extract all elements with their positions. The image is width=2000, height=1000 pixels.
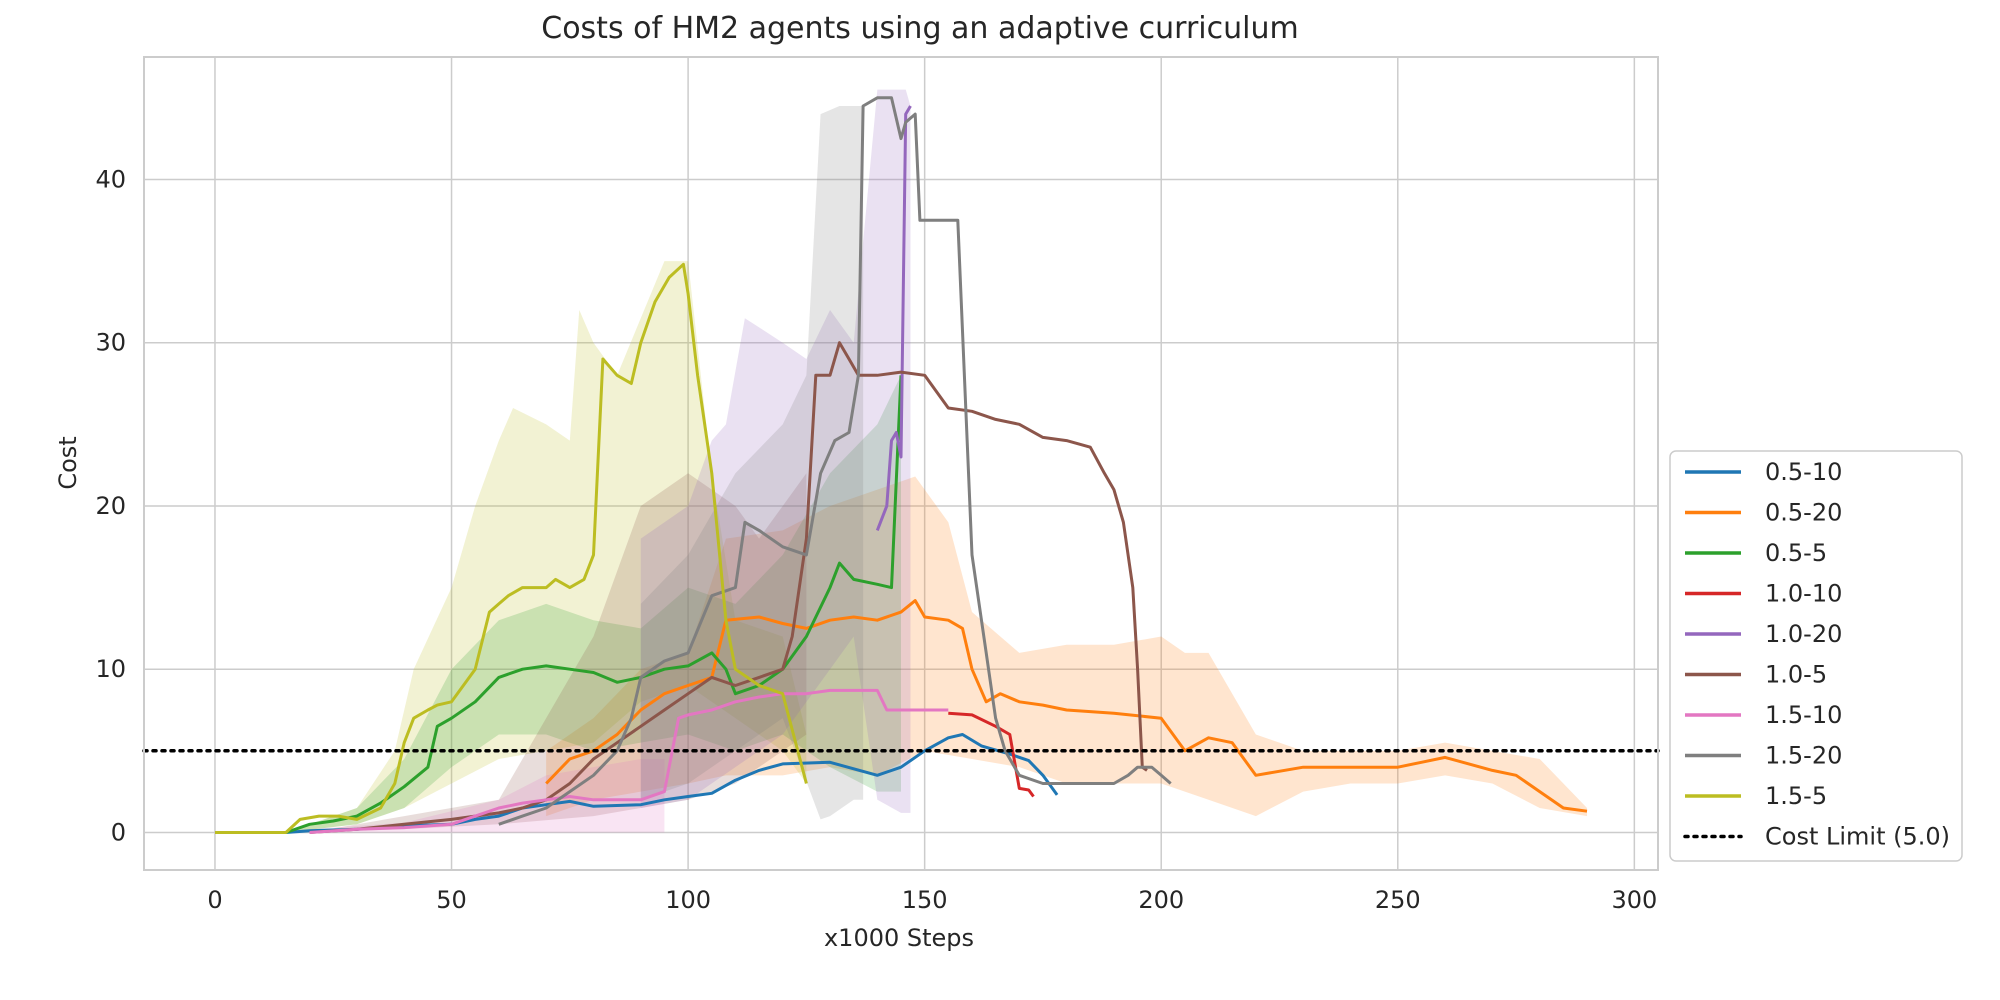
series-1-5-20 <box>498 96 1172 826</box>
grid-lines <box>144 57 1658 870</box>
band-1-0-20 <box>640 89 911 813</box>
confidence-bands <box>285 89 1588 833</box>
legend-label-1-5-10: 1.5-10 <box>1765 701 1842 729</box>
series-1-0-20 <box>875 105 912 531</box>
x-axis-label: x1000 Steps <box>824 924 974 952</box>
legend-box <box>1669 450 1963 862</box>
x-tick-label: 250 <box>1375 886 1421 914</box>
y-tick-label: 10 <box>95 655 126 683</box>
band-0-5-5 <box>285 375 901 833</box>
band-1-5-20 <box>640 105 864 820</box>
legend-label-1-0-20: 1.0-20 <box>1765 620 1842 648</box>
x-tick-label: 200 <box>1138 886 1184 914</box>
band-0-5-20 <box>546 476 1588 817</box>
plot-frame <box>143 56 1659 871</box>
legend: 0.5-10 0.5-20 0.5-5 1.0-10 1.0-20 1.0-5 1.5-10… <box>1669 450 1963 862</box>
y-tick-label: 0 <box>111 818 126 846</box>
chart-title: Costs of HM2 agents using an adaptive cu… <box>541 11 1298 46</box>
legend-label-1-0-5: 1.0-5 <box>1765 661 1827 689</box>
series-1-0-10 <box>948 711 1035 798</box>
legend-label-0-5-10: 0.5-10 <box>1765 458 1842 486</box>
band-1-0-5 <box>309 473 807 833</box>
series-1-5-5 <box>215 262 808 834</box>
x-tick-label: 100 <box>665 886 711 914</box>
legend-label-1-5-20: 1.5-20 <box>1765 742 1842 770</box>
x-tick-label: 0 <box>207 886 222 914</box>
x-tick-label: 150 <box>902 886 948 914</box>
y-axis-label: Cost <box>54 436 82 489</box>
legend-label-0-5-5: 0.5-5 <box>1765 539 1827 567</box>
x-tick-label: 50 <box>436 886 467 914</box>
tick-labels: 0 50 100 150 200 250 300 0 10 20 30 40 <box>95 165 1657 914</box>
y-tick-label: 20 <box>95 492 126 520</box>
y-tick-label: 30 <box>95 329 126 357</box>
series-lines <box>142 96 1660 834</box>
x-tick-label: 300 <box>1611 886 1657 914</box>
legend-label-1-5-5: 1.5-5 <box>1765 782 1827 810</box>
y-tick-label: 40 <box>95 165 126 193</box>
legend-label-1-0-10: 1.0-10 <box>1765 580 1842 608</box>
legend-label-0-5-20: 0.5-20 <box>1765 499 1842 527</box>
legend-label-cost-limit-5-0: Cost Limit (5.0) <box>1765 823 1950 851</box>
series-1-5-10 <box>309 688 949 834</box>
